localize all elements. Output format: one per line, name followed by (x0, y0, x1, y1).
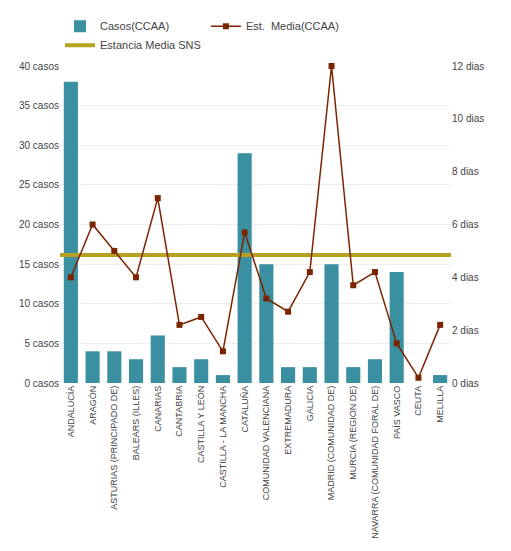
svg-text:6 dias: 6 dias (452, 219, 479, 230)
svg-text:MURCIA (REGION DE): MURCIA (REGION DE) (348, 386, 358, 480)
svg-text:10 dias: 10 dias (452, 113, 484, 124)
svg-text:30 casos: 30 casos (19, 140, 59, 151)
svg-text:15 casos: 15 casos (19, 259, 59, 270)
svg-text:MELILLA: MELILLA (435, 386, 445, 423)
svg-text:NAVARRA (COMUNIDAD FORAL DE): NAVARRA (COMUNIDAD FORAL DE) (370, 386, 380, 539)
svg-text:0 casos: 0 casos (25, 378, 59, 389)
svg-text:Estancia Media SNS: Estancia Media SNS (100, 39, 201, 51)
svg-text:CATALUÑA: CATALUÑA (240, 386, 250, 433)
svg-text:EXTREMADURA: EXTREMADURA (283, 386, 293, 455)
svg-text:CANTABRIA: CANTABRIA (174, 386, 184, 437)
svg-text:40 casos: 40 casos (19, 61, 59, 72)
svg-text:0 dias: 0 dias (452, 378, 479, 389)
svg-text:5 casos: 5 casos (25, 338, 59, 349)
svg-text:MADRID (COMUNIDAD DE): MADRID (COMUNIDAD DE) (326, 386, 336, 501)
svg-text:Est. Media(CCAA): Est. Media(CCAA) (246, 20, 339, 32)
svg-text:BALEARS (ILLES): BALEARS (ILLES) (131, 386, 141, 461)
svg-text:35 casos: 35 casos (19, 100, 59, 111)
svg-text:10 casos: 10 casos (19, 298, 59, 309)
svg-text:20 casos: 20 casos (19, 219, 59, 230)
svg-text:CEUTA: CEUTA (413, 386, 423, 416)
svg-text:ANDALUCÍA: ANDALUCÍA (66, 386, 76, 438)
svg-text:Casos(CCAA): Casos(CCAA) (100, 20, 169, 32)
svg-text:COMUNIDAD VALENCIANA: COMUNIDAD VALENCIANA (261, 386, 271, 500)
svg-text:25 casos: 25 casos (19, 179, 59, 190)
svg-text:CANARIAS: CANARIAS (153, 386, 163, 432)
svg-text:2 dias: 2 dias (452, 325, 479, 336)
svg-text:ASTURIAS (PRINCIPADO DE): ASTURIAS (PRINCIPADO DE) (109, 386, 119, 510)
svg-text:PAÍS VASCO: PAÍS VASCO (392, 386, 402, 439)
svg-text:CASTILLA Y LEÓN: CASTILLA Y LEÓN (196, 386, 206, 463)
svg-text:GALICIA: GALICIA (305, 386, 315, 422)
svg-text:4 dias: 4 dias (452, 272, 479, 283)
svg-text:CASTILLA - LA MANCHA: CASTILLA - LA MANCHA (218, 386, 228, 488)
svg-text:12 dias: 12 dias (452, 61, 484, 72)
svg-text:ARAGÓN: ARAGÓN (88, 386, 98, 425)
svg-text:8 dias: 8 dias (452, 166, 479, 177)
